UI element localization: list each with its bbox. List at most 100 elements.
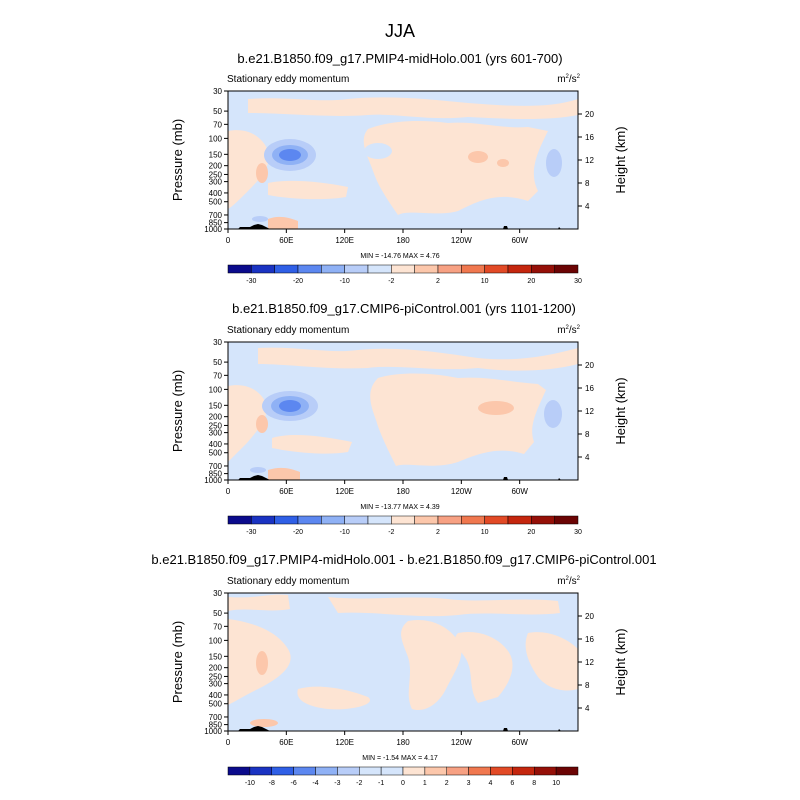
y-tick-label: 200 xyxy=(209,664,223,673)
y-tick-label: 1000 xyxy=(204,225,222,234)
colorbar-label: -4 xyxy=(312,780,318,787)
y-tick-label: 200 xyxy=(209,162,223,171)
y-tick-label: 1000 xyxy=(204,727,222,736)
colorbar-label: 20 xyxy=(527,529,535,536)
colorbar-swatch xyxy=(507,264,532,274)
colorbar-swatch xyxy=(468,766,491,776)
colorbar-swatch xyxy=(297,264,322,274)
y-tick-label: 700 xyxy=(209,211,223,220)
positive-region xyxy=(258,347,578,371)
positive-region xyxy=(401,619,462,711)
colorbar-swatch xyxy=(227,766,251,776)
y2-tick-label: 4 xyxy=(585,453,590,462)
y2-tick-label: 4 xyxy=(585,704,590,713)
y2-tick-label: 12 xyxy=(585,407,594,416)
colorbar-swatch xyxy=(437,515,462,525)
colorbar-swatch xyxy=(297,515,322,525)
y-tick-label: 250 xyxy=(209,421,223,430)
colorbar-swatch xyxy=(293,766,316,776)
y2-tick-label: 8 xyxy=(585,681,590,690)
colorbar-label: -20 xyxy=(293,278,303,285)
y-tick-label: 700 xyxy=(209,713,223,722)
positive-region xyxy=(272,435,352,454)
colorbar-label: -8 xyxy=(269,780,275,787)
colorbar-swatch xyxy=(367,264,392,274)
y2-tick-label: 12 xyxy=(585,156,594,165)
positive-region xyxy=(228,594,290,611)
colorbar-swatch xyxy=(414,264,439,274)
positive-region xyxy=(268,216,298,229)
colorbar-swatch xyxy=(391,515,415,525)
panel-left-label: Stationary eddy momentum xyxy=(227,576,349,587)
negative-contour xyxy=(544,400,562,428)
positive-core xyxy=(468,151,488,163)
positive-region xyxy=(363,121,548,215)
y2-axis-label: Height (km) xyxy=(613,628,628,695)
x-tick-label: 0 xyxy=(226,487,231,496)
y-tick-label: 400 xyxy=(209,440,223,449)
panel-1: b.e21.B1850.f09_g17.PMIP4-midHolo.001 (y… xyxy=(170,51,628,285)
colorbar-swatch xyxy=(344,515,369,525)
y-axis-label: Pressure (mb) xyxy=(170,621,185,703)
y-tick-label: 50 xyxy=(213,609,222,618)
negative-core xyxy=(279,400,301,412)
colorbar-swatch xyxy=(380,766,404,776)
colorbar-swatch xyxy=(484,264,509,274)
y2-axis-label: Height (km) xyxy=(613,126,628,193)
positive-core xyxy=(256,415,268,433)
y-tick-label: 50 xyxy=(213,107,222,116)
y-tick-label: 700 xyxy=(209,462,223,471)
colorbar-label: 2 xyxy=(436,529,440,536)
colorbar: -30 -20 -10 -2 2 10 20 30 xyxy=(227,515,582,536)
colorbar-swatch xyxy=(461,264,485,274)
colorbar-swatch xyxy=(249,766,272,776)
x-tick-label: 120W xyxy=(451,738,472,747)
colorbar-label: 10 xyxy=(481,529,489,536)
colorbar-swatch xyxy=(321,264,345,274)
x-tick-label: 60W xyxy=(511,738,528,747)
y2-tick-label: 20 xyxy=(585,361,594,370)
y2-tick-label: 16 xyxy=(585,384,594,393)
colorbar-label: 1 xyxy=(423,780,427,787)
colorbar-swatch xyxy=(424,766,447,776)
colorbar-swatch xyxy=(554,264,579,274)
colorbar-label: -2 xyxy=(388,278,394,285)
y-axis-label: Pressure (mb) xyxy=(170,119,185,201)
positive-region xyxy=(268,467,300,480)
colorbar-swatch xyxy=(414,515,439,525)
positive-core xyxy=(478,401,514,415)
colorbar-swatch xyxy=(461,515,485,525)
contour-fill xyxy=(228,593,578,731)
colorbar-label: 10 xyxy=(552,780,560,787)
panel-units: m2/s2 xyxy=(557,576,580,587)
colorbar-label: 0 xyxy=(401,780,405,787)
x-tick-label: 60E xyxy=(279,738,293,747)
x-tick-label: 180 xyxy=(396,738,410,747)
y-tick-label: 250 xyxy=(209,170,223,179)
y-tick-label: 850 xyxy=(209,219,223,228)
panel-units: m2/s2 xyxy=(557,74,580,85)
colorbar-label: 2 xyxy=(445,780,449,787)
y-tick-label: 100 xyxy=(209,636,223,645)
y2-axis-label: Height (km) xyxy=(613,377,628,444)
y-tick-label: 850 xyxy=(209,721,223,730)
y-tick-label: 100 xyxy=(209,385,223,394)
colorbar-swatch xyxy=(367,515,392,525)
y2-tick-label: 16 xyxy=(585,635,594,644)
positive-region xyxy=(328,597,560,617)
colorbar-swatch xyxy=(534,766,557,776)
contour-fill xyxy=(228,91,578,229)
colorbar-swatch xyxy=(251,515,275,525)
colorbar-swatch xyxy=(531,515,555,525)
colorbar-swatch xyxy=(274,515,299,525)
colorbar-label: -10 xyxy=(340,529,350,536)
y-tick-label: 150 xyxy=(209,652,223,661)
positive-core xyxy=(256,651,268,675)
y-axis-label: Pressure (mb) xyxy=(170,370,185,452)
panel-title: b.e21.B1850.f09_g17.PMIP4-midHolo.001 - … xyxy=(151,552,656,567)
